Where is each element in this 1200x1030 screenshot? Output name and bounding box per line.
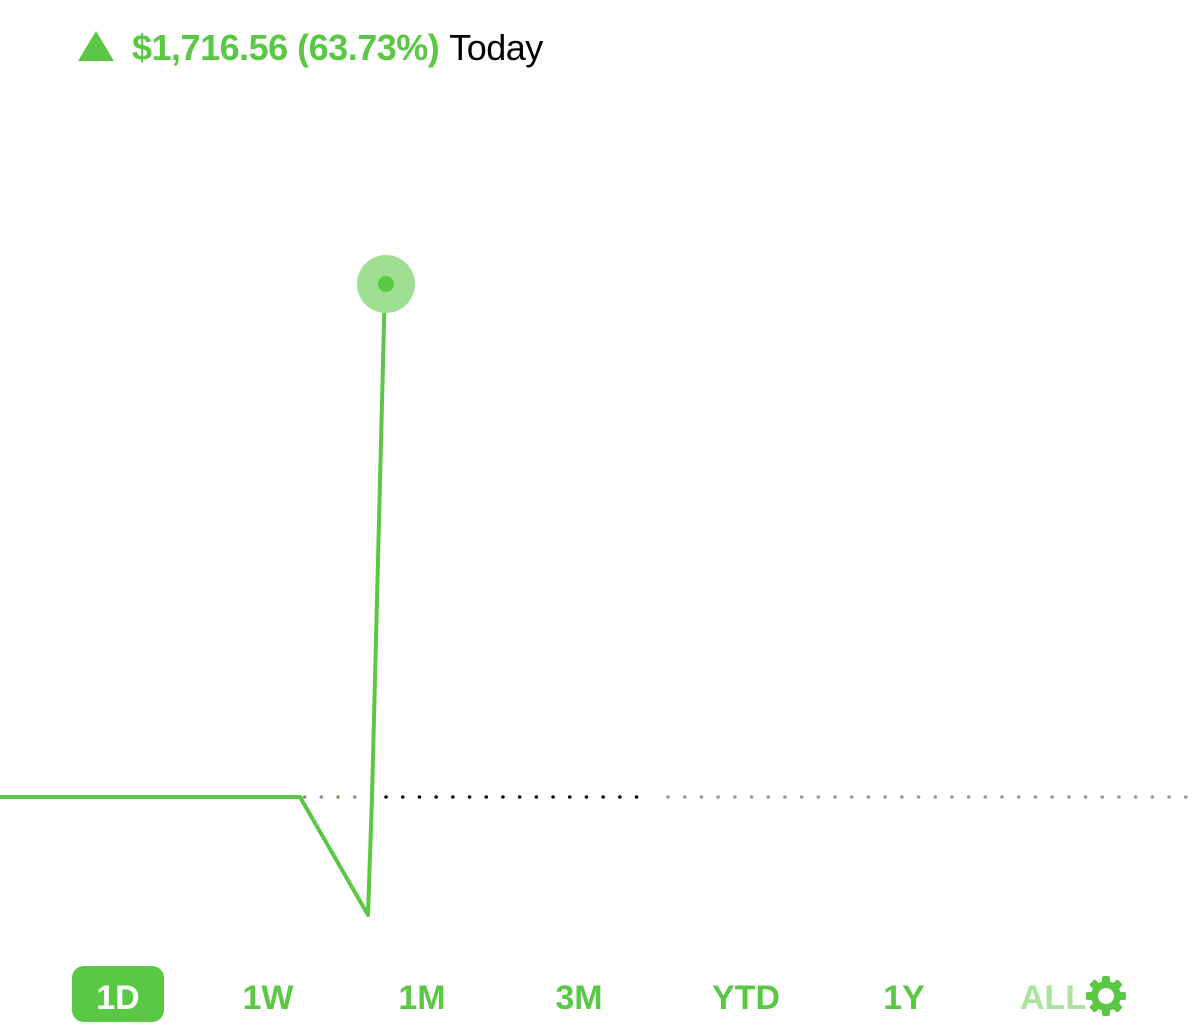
range-3m-button[interactable]: 3M bbox=[555, 979, 603, 1017]
range-selector: 1D 1W 1M 3M YTD 1Y ALL bbox=[0, 962, 1200, 1022]
price-chart[interactable] bbox=[0, 0, 1200, 950]
range-1d-button[interactable]: 1D bbox=[72, 966, 164, 1022]
up-triangle-icon bbox=[78, 31, 114, 61]
current-point-marker bbox=[378, 276, 394, 292]
range-1m-button[interactable]: 1M bbox=[398, 979, 446, 1017]
range-1y-button[interactable]: 1Y bbox=[883, 979, 925, 1017]
period-label: Today bbox=[449, 27, 543, 68]
gear-icon[interactable] bbox=[1084, 974, 1128, 1018]
range-ytd-button[interactable]: YTD bbox=[712, 979, 780, 1017]
price-change-value: $1,716.56 (63.73%) bbox=[132, 27, 440, 68]
range-1w-button[interactable]: 1W bbox=[242, 979, 294, 1017]
price-change-header: $1,716.56 (63.73%) Today bbox=[78, 22, 543, 74]
range-all-button[interactable]: ALL bbox=[1020, 979, 1087, 1017]
series-line bbox=[0, 283, 387, 917]
